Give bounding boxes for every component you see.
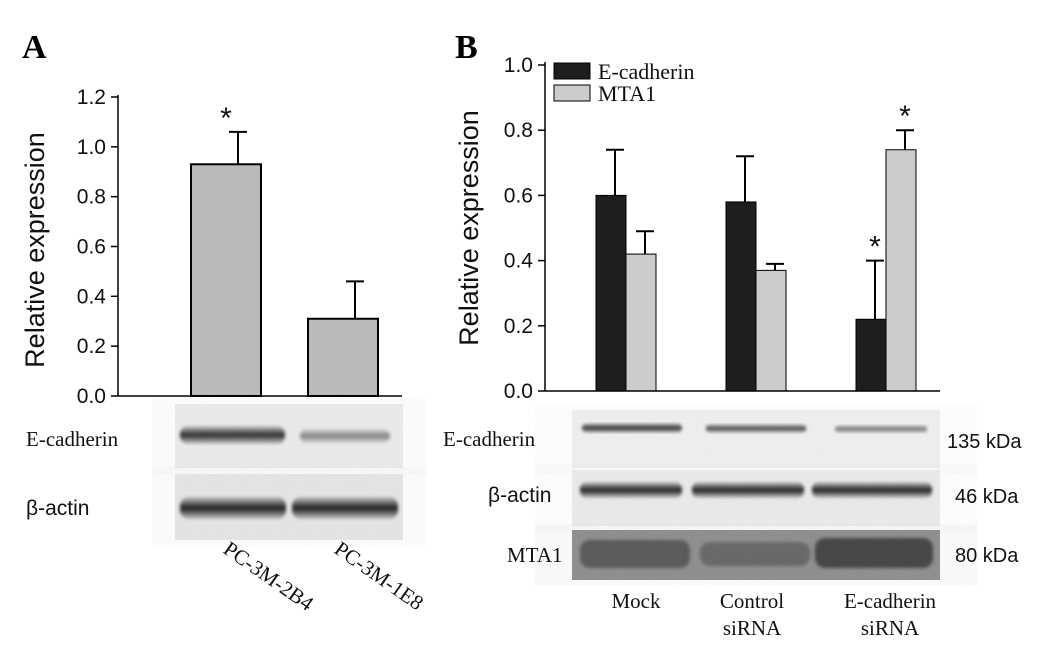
chart-a-y-tick-label: 0.8 [77, 186, 106, 209]
panel-letter-a: A [22, 29, 47, 66]
legend-label-ecadherin: E-cadherin [598, 59, 695, 84]
chart-b-category-label: E-cadherin [844, 589, 937, 613]
blot-b-kda-ecadherin: 135 kDa [947, 431, 1022, 453]
chart-b: Relative expression 0.0 0.2 0.4 0.6 0.8 1.0 *… [454, 54, 940, 403]
chart-b-y-tick-label: 0.6 [504, 184, 533, 207]
chart-b-significance-star: * [899, 100, 911, 133]
chart-b-bars: ** [595, 100, 917, 392]
chart-b-bar [595, 194, 627, 392]
chart-a-western-blots: E-cadherin β-actin PC-3M-2B4 PC-3M-1E8 [26, 404, 428, 616]
chart-a-bar [307, 317, 379, 397]
chart-b-bar [755, 269, 787, 392]
blot-b-mta1-band-3 [815, 538, 933, 568]
chart-b-bar [855, 318, 887, 392]
chart-b-y-tick-label: 1.0 [504, 54, 533, 77]
chart-b-category-label: siRNA [723, 616, 782, 640]
chart-b-y-tick-label: 0.2 [504, 315, 533, 338]
chart-b-bar [625, 253, 657, 392]
chart-b-y-ticks: 0.0 0.2 0.4 0.6 0.8 1.0 [504, 54, 545, 403]
chart-a-category-label: PC-3M-1E8 [330, 536, 428, 615]
blot-a-label-ecadherin: E-cadherin [26, 427, 119, 451]
blot-b-ecadherin-band-1 [582, 423, 682, 433]
chart-a-category-label: PC-3M-2B4 [219, 536, 318, 616]
chart-a-bar [190, 163, 262, 397]
blot-b-label-ecadherin: E-cadherin [443, 427, 536, 451]
blot-b-ecadherin-band-2 [706, 424, 806, 433]
blot-b-label-mta1: MTA1 [507, 543, 562, 567]
chart-b-bar [725, 201, 757, 392]
blot-b-label-actin: β-actin [488, 484, 551, 507]
chart-b-bar [885, 149, 917, 392]
chart-b-y-tick-label: 0.0 [504, 380, 533, 403]
chart-a-y-tick-label: 0.4 [77, 285, 107, 308]
chart-a-y-ticks: 0.0 0.2 0.4 0.6 0.8 1.0 1.2 [77, 86, 118, 408]
chart-a-bars: * [190, 102, 379, 397]
chart-a-y-tick-label: 1.2 [77, 86, 106, 109]
blot-b-ecadherin-noise [572, 410, 940, 468]
blot-b-kda-mta1: 80 kDa [955, 545, 1019, 567]
chart-b-significance-star: * [869, 231, 881, 264]
blot-a-actin-band-1 [180, 497, 286, 519]
legend-swatch-mta1 [553, 84, 591, 102]
chart-b-legend: E-cadherin MTA1 [553, 59, 695, 106]
legend-label-mta1: MTA1 [598, 81, 656, 106]
chart-a-y-tick-label: 0.2 [77, 335, 106, 358]
chart-a-y-axis-label: Relative expression [20, 132, 50, 368]
blot-b-actin-band-3 [812, 482, 932, 498]
chart-a-y-tick-label: 1.0 [77, 136, 106, 159]
blot-a-label-actin: β-actin [26, 497, 89, 520]
chart-b-category-labels: Mock Control siRNA E-cadherin siRNA [612, 589, 937, 640]
blot-a-ecadherin-band-2 [300, 429, 390, 443]
chart-b-category-label: siRNA [861, 616, 920, 640]
blot-b-kda-actin: 46 kDa [955, 486, 1019, 508]
chart-b-western-blots: E-cadherin β-actin MTA1 135 kDa 46 kDa 8… [443, 410, 1022, 640]
blot-b-mta1-band-2 [700, 542, 810, 566]
chart-b-category-label: Mock [612, 589, 661, 613]
legend-swatch-ecadherin [553, 62, 591, 80]
blot-b-mta1-band-1 [580, 540, 690, 568]
chart-b-y-tick-label: 0.8 [504, 119, 533, 142]
blot-b-actin-band-1 [580, 482, 682, 498]
chart-a: Relative expression 0.0 0.2 0.4 0.6 0.8 1.0 1.… [20, 86, 402, 408]
panel-letter-b: B [455, 29, 478, 66]
blot-a-actin-band-2 [292, 497, 398, 519]
chart-b-y-tick-label: 0.4 [504, 250, 534, 273]
blot-b-actin-band-2 [692, 482, 804, 498]
chart-a-y-tick-label: 0.6 [77, 236, 106, 259]
chart-a-category-labels: PC-3M-2B4 PC-3M-1E8 [219, 536, 428, 616]
chart-a-y-tick-label: 0.0 [77, 385, 106, 408]
blot-a-ecadherin-band-1 [180, 426, 285, 444]
blot-b-ecadherin-band-3 [835, 425, 927, 433]
chart-a-significance-star: * [220, 102, 232, 135]
chart-b-y-axis-label: Relative expression [454, 110, 484, 346]
chart-b-category-label: Control [720, 589, 784, 613]
